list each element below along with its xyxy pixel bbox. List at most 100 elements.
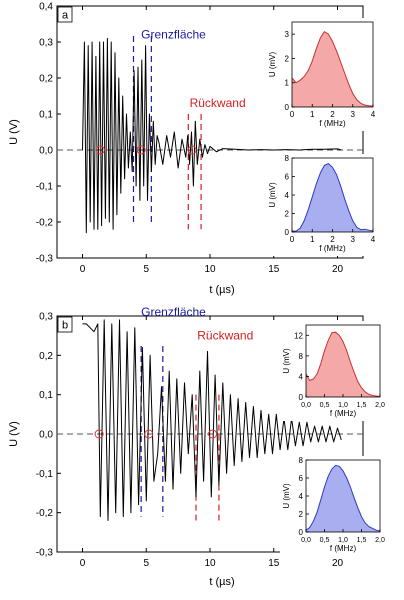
spectrum-line: [305, 464, 381, 532]
y-tick-label: -0,3: [36, 254, 54, 265]
inset-y-tick-label: 1: [285, 79, 290, 88]
inset-x-tick-label: 1: [310, 235, 315, 244]
inset-x-tick-label: 0,0: [301, 537, 311, 544]
panel-label: a: [62, 10, 69, 22]
inset-y-tick-label: 6: [285, 173, 290, 182]
backwall-label: Rückwand: [190, 96, 246, 110]
x-tick-label: 0: [80, 558, 86, 569]
inset-x-tick-label: 1,5: [357, 402, 367, 409]
x-tick-label: 20: [332, 558, 344, 569]
y-tick-label: -0,2: [36, 508, 54, 519]
x-tick-label: 10: [204, 264, 216, 275]
inset-y-tick-label: 8: [299, 352, 304, 361]
inset-y-tick-label: 6: [299, 474, 304, 483]
inset-y-tick-label: 2: [285, 210, 290, 219]
inset-x-axis-label: f (MHz): [319, 244, 346, 253]
y-tick-label: 0,0: [39, 146, 53, 157]
y-tick-label: 0,1: [39, 110, 53, 121]
y-tick-label: -0,1: [36, 469, 54, 480]
y-tick-label: 0,0: [39, 430, 53, 441]
y-axis-label: U (V): [8, 119, 20, 145]
inset-x-tick-label: 1,0: [338, 402, 348, 409]
inset-x-tick-label: 2: [330, 235, 335, 244]
x-tick-label: 10: [204, 558, 216, 569]
spectrum-line: [305, 331, 381, 397]
y-tick-label: -0,2: [36, 218, 54, 229]
inset-y-axis-label: U (mV): [282, 483, 291, 509]
panel-label-box: [57, 6, 73, 23]
inset-y-tick-label: 0: [285, 103, 290, 112]
inset-x-tick-label: 0,0: [301, 402, 311, 409]
y-axis-label: U (V): [8, 421, 20, 447]
x-axis-label: t (µs): [209, 576, 234, 588]
inset-x-axis-label: f (MHz): [319, 119, 346, 128]
y-tick-label: 0,2: [39, 351, 53, 362]
inset-x-tick-label: 3: [351, 110, 356, 119]
inset-y-tick-label: 8: [285, 154, 290, 163]
spectrum-inset-blue: 0 2 4 6 8 0,0 0,5 1,0 1,5 2,0 f (MHz) U (mV): [280, 456, 386, 556]
inset-x-tick-label: 4: [371, 110, 376, 119]
inset-x-tick-label: 2,0: [375, 402, 385, 409]
spectrum-area: [306, 332, 380, 397]
zero-crossing-marker: [95, 145, 105, 155]
inset-y-tick-label: 8: [299, 456, 304, 465]
y-tick-label: 0,4: [39, 2, 53, 13]
spectrum-inset-red: 0 1 2 3 0 1 2 3 4 f (MHz) U (mV): [266, 18, 379, 131]
panel-label: b: [62, 320, 68, 332]
inset-y-tick-label: 12: [294, 331, 303, 340]
y-tick-label: 0,2: [39, 74, 53, 85]
y-tick-label: 0,3: [39, 312, 53, 323]
inset-x-tick-label: 0: [290, 110, 295, 119]
signal-line: [82, 319, 342, 521]
inset-x-axis-label: f (MHz): [330, 409, 357, 418]
x-tick-label: 15: [268, 264, 280, 275]
zero-crossing-marker: [94, 429, 104, 439]
x-tick-label: 20: [332, 264, 344, 275]
y-tick-label: 0,1: [39, 390, 53, 401]
zero-crossing-marker: [136, 145, 146, 155]
inset-y-axis-label: U (mV): [268, 182, 277, 208]
inset-y-axis-label: U (mV): [282, 348, 291, 374]
zero-crossing-marker: [144, 429, 154, 439]
inset-x-tick-label: 2,0: [375, 537, 385, 544]
inset-y-tick-label: 4: [299, 372, 304, 381]
signal-line: [82, 37, 342, 234]
inset-x-axis-label: f (MHz): [330, 544, 357, 553]
inset-x-tick-label: 1,0: [338, 537, 348, 544]
inset-x-tick-label: 0: [290, 235, 295, 244]
inset-y-tick-label: 4: [285, 191, 290, 200]
inset-y-tick-label: 4: [299, 492, 304, 501]
inset-x-tick-label: 1,5: [357, 537, 367, 544]
panel-a: a-0,3-0,2-0,10,00,10,20,30,40 5 10 15 20t (µ…: [8, 2, 379, 296]
x-tick-label: 15: [268, 558, 280, 569]
x-tick-label: 5: [143, 264, 149, 275]
x-tick-label: 0: [80, 264, 86, 275]
backwall-label: Rückwand: [197, 329, 253, 343]
inset-y-axis-label: U (mV): [268, 52, 277, 78]
spectrum-area: [306, 465, 380, 532]
spectrum-area: [292, 163, 373, 232]
inset-x-tick-label: 2: [330, 110, 335, 119]
inset-x-tick-label: 0,5: [320, 402, 330, 409]
y-tick-label: 0,3: [39, 38, 53, 49]
inset-x-tick-label: 3: [351, 235, 356, 244]
zero-crossing-marker: [208, 429, 218, 439]
inset-y-tick-label: 0: [299, 528, 304, 537]
y-tick-label: -0,3: [36, 548, 54, 559]
inset-y-tick-label: 0: [285, 228, 290, 237]
x-tick-label: 5: [143, 558, 149, 569]
x-axis-label: t (µs): [209, 284, 234, 296]
spectrum-line: [292, 163, 374, 232]
inset-x-tick-label: 0,5: [320, 537, 330, 544]
interface-label: Grenzfläche: [141, 305, 206, 319]
interface-label: Grenzfläche: [141, 27, 206, 41]
inset-y-tick-label: 0: [299, 393, 304, 402]
inset-y-tick-label: 2: [299, 510, 304, 519]
panel-b: b-0,3-0,2-0,10,00,10,20,30 5 10 15 20t (µs)U…: [8, 305, 386, 588]
panel-label-box: [57, 316, 73, 333]
spectrum-line: [291, 31, 374, 107]
spectrum-inset-blue: 0 2 4 6 8 0 1 2 3 4 f (MHz) U (mV): [266, 154, 379, 256]
zero-crossing-marker: [187, 145, 197, 155]
inset-y-tick-label: 3: [285, 30, 290, 39]
